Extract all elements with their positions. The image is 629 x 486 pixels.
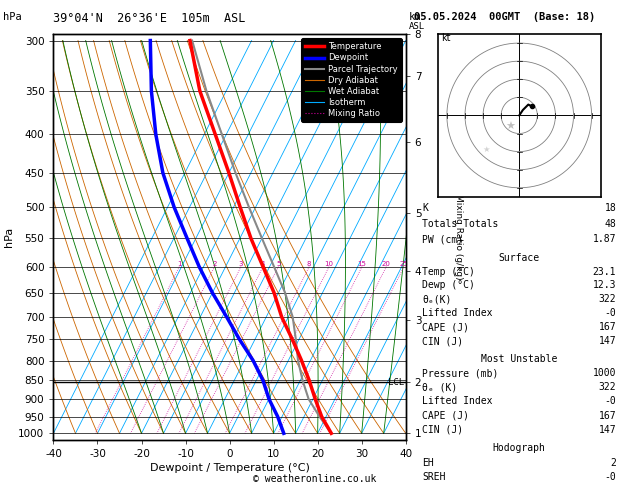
Text: CAPE (J): CAPE (J) [422,411,469,421]
Text: Most Unstable: Most Unstable [481,354,557,364]
Text: Hodograph: Hodograph [493,443,546,453]
Text: 05.05.2024  00GMT  (Base: 18): 05.05.2024 00GMT (Base: 18) [414,12,595,22]
Text: 147: 147 [599,425,616,435]
Text: -0: -0 [604,308,616,318]
Text: -0: -0 [604,397,616,406]
Text: 10: 10 [325,260,333,267]
Legend: Temperature, Dewpoint, Parcel Trajectory, Dry Adiabat, Wet Adiabat, Isotherm, Mi: Temperature, Dewpoint, Parcel Trajectory… [301,38,401,122]
X-axis label: Dewpoint / Temperature (°C): Dewpoint / Temperature (°C) [150,463,309,473]
Text: 322: 322 [599,382,616,392]
Text: CAPE (J): CAPE (J) [422,322,469,332]
Text: θₑ (K): θₑ (K) [422,382,457,392]
Text: CIN (J): CIN (J) [422,425,464,435]
Text: 5: 5 [276,260,281,267]
Text: Pressure (mb): Pressure (mb) [422,368,499,378]
Text: 23.1: 23.1 [593,267,616,277]
Text: LCL: LCL [388,378,404,387]
Text: 2: 2 [213,260,217,267]
Text: 1.87: 1.87 [593,234,616,244]
Text: 3: 3 [239,260,243,267]
Text: 15: 15 [358,260,367,267]
Text: 48: 48 [604,219,616,229]
Text: Surface: Surface [499,253,540,263]
Text: 18: 18 [604,204,616,213]
Text: 8: 8 [307,260,311,267]
Text: hPa: hPa [3,12,22,22]
Text: kt: kt [442,33,451,43]
Text: EH: EH [422,458,434,468]
Y-axis label: Mixing Ratio (g/kg): Mixing Ratio (g/kg) [454,194,463,280]
Text: SREH: SREH [422,472,446,482]
Text: ★: ★ [483,145,491,154]
Y-axis label: hPa: hPa [4,227,14,247]
Text: K: K [422,204,428,213]
Text: 20: 20 [382,260,391,267]
Text: 167: 167 [599,322,616,332]
Text: 12.3: 12.3 [593,280,616,291]
Text: 1: 1 [177,260,182,267]
Text: ASL: ASL [409,22,425,31]
Text: 147: 147 [599,336,616,346]
Text: Lifted Index: Lifted Index [422,308,493,318]
Text: 39°04'N  26°36'E  105m  ASL: 39°04'N 26°36'E 105m ASL [53,12,246,25]
Text: km: km [409,12,421,22]
Text: PW (cm): PW (cm) [422,234,464,244]
Text: CIN (J): CIN (J) [422,336,464,346]
Text: © weatheronline.co.uk: © weatheronline.co.uk [253,473,376,484]
Text: 1000: 1000 [593,368,616,378]
Text: 167: 167 [599,411,616,421]
Text: 322: 322 [599,295,616,304]
Text: 4: 4 [261,260,265,267]
Text: -0: -0 [604,472,616,482]
Text: 2: 2 [610,458,616,468]
Text: θₑ(K): θₑ(K) [422,295,452,304]
Text: ★: ★ [505,122,515,132]
Text: Totals Totals: Totals Totals [422,219,499,229]
Text: Temp (°C): Temp (°C) [422,267,475,277]
Text: Lifted Index: Lifted Index [422,397,493,406]
Text: 25: 25 [399,260,408,267]
Text: Dewp (°C): Dewp (°C) [422,280,475,291]
